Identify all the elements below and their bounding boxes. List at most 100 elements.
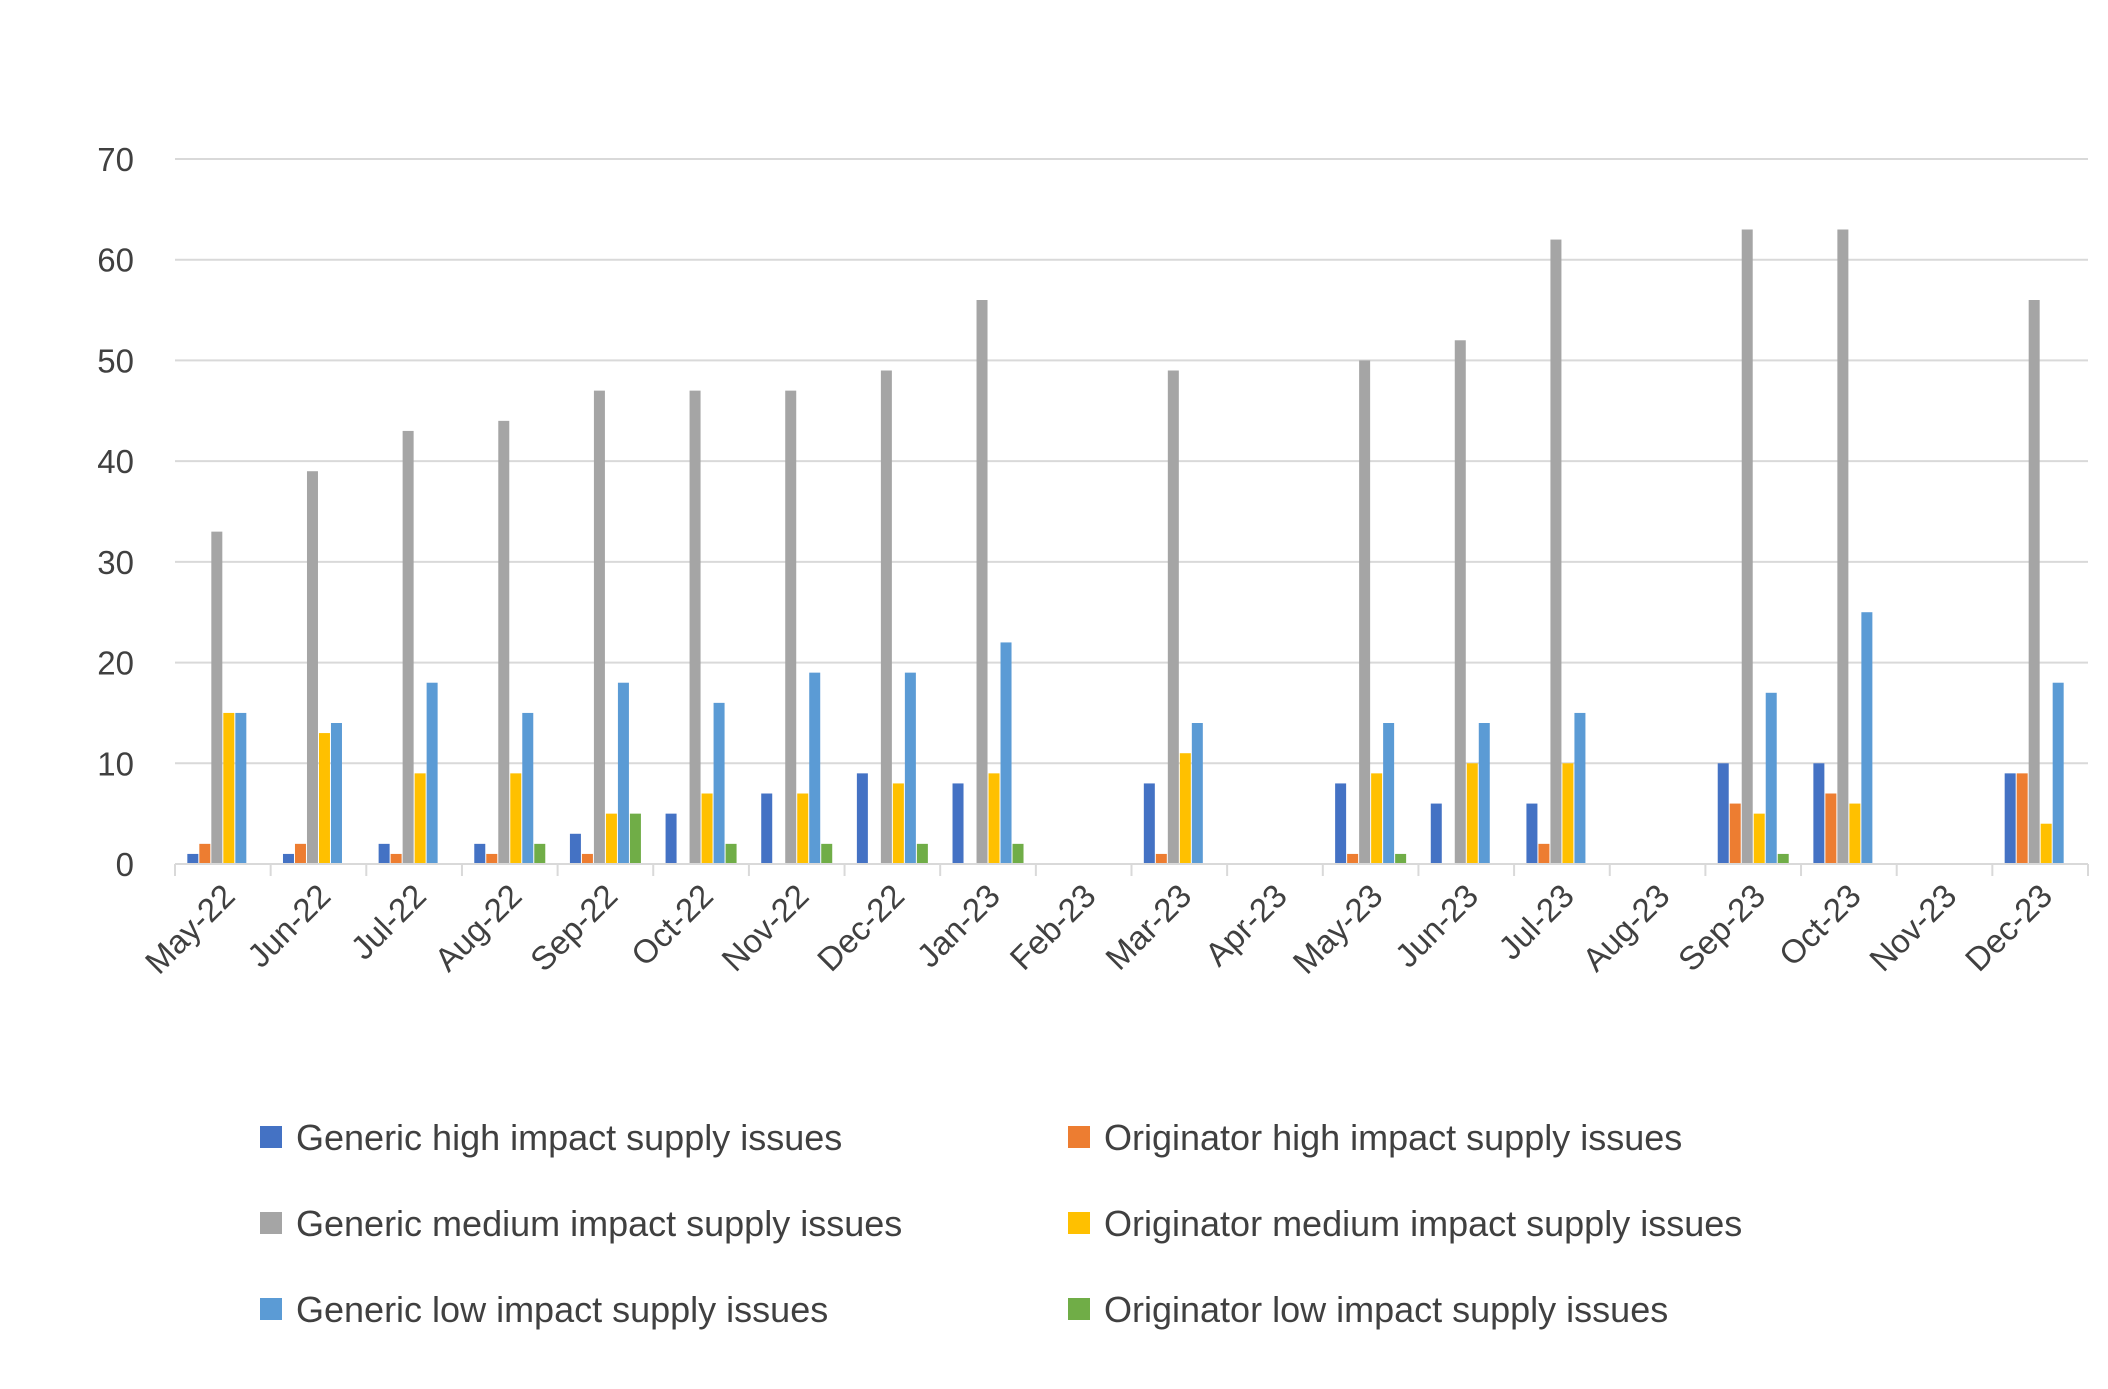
legend-label: Originator medium impact supply issues (1104, 1203, 1742, 1244)
y-tick-label: 70 (97, 141, 134, 178)
bar (1765, 692, 1777, 864)
bar (892, 783, 904, 864)
bar (725, 843, 737, 864)
y-tick-label: 20 (97, 645, 134, 682)
bar (1741, 229, 1753, 864)
x-tick-label: Nov-23 (1862, 877, 1963, 978)
bar (498, 420, 510, 864)
y-axis-tick-labels: 0 10 20 30 40 50 60 70 (97, 141, 134, 883)
bar (510, 773, 522, 864)
legend-swatch (1068, 1126, 1090, 1148)
x-tick-label: Sep-22 (523, 877, 624, 978)
x-tick-label: Aug-23 (1575, 877, 1676, 978)
bar (629, 813, 641, 864)
x-tick-label: Nov-22 (714, 877, 815, 978)
x-tick-label: Dec-23 (1958, 877, 2059, 978)
bar (1861, 612, 1873, 864)
bar (1729, 803, 1741, 864)
legend-swatch (260, 1212, 282, 1234)
bar (665, 813, 677, 864)
bar (211, 531, 223, 864)
bar (1359, 360, 1371, 864)
legend-swatch (1068, 1298, 1090, 1320)
legend-swatch (1068, 1212, 1090, 1234)
bar (318, 733, 330, 864)
bar (1813, 763, 1825, 864)
bar (2016, 773, 2028, 864)
bar (2040, 823, 2052, 864)
legend-label: Generic medium impact supply issues (296, 1203, 902, 1244)
x-tick-label: Jun-22 (240, 877, 338, 975)
bar (605, 813, 617, 864)
bar (474, 843, 486, 864)
y-tick-label: 10 (97, 745, 134, 782)
bar (1466, 763, 1478, 864)
bar (797, 793, 809, 864)
bar (1383, 723, 1395, 864)
bar (1191, 723, 1203, 864)
bar (1395, 853, 1407, 864)
bar (235, 712, 247, 864)
bar (199, 843, 211, 864)
bar (856, 773, 868, 864)
bar (1753, 813, 1765, 864)
bar (402, 430, 414, 864)
y-tick-label: 60 (97, 242, 134, 279)
bar (1143, 783, 1155, 864)
x-tick-label: Mar-23 (1098, 877, 1198, 977)
bar (569, 833, 581, 864)
bar (1849, 803, 1861, 864)
bar (2052, 682, 2064, 864)
bar (1837, 229, 1849, 864)
bar (390, 853, 402, 864)
bar (1000, 642, 1012, 864)
x-tick-label: Apr-23 (1198, 877, 1294, 973)
bar (1179, 753, 1191, 864)
x-tick-label: Sep-23 (1671, 877, 1772, 978)
bar (1562, 763, 1574, 864)
bar (952, 783, 964, 864)
bar (1478, 723, 1490, 864)
bar (1574, 712, 1586, 864)
bar (223, 712, 235, 864)
legend-swatch (260, 1298, 282, 1320)
bar (414, 773, 426, 864)
bar (1347, 853, 1359, 864)
bar (1155, 853, 1167, 864)
bar (1430, 803, 1442, 864)
bar (1167, 370, 1179, 864)
bar (330, 723, 342, 864)
x-tick-label: Jan-23 (909, 877, 1007, 975)
bar (617, 682, 629, 864)
bar (1825, 793, 1837, 864)
y-tick-label: 50 (97, 342, 134, 379)
legend-label: Generic low impact supply issues (296, 1289, 828, 1330)
bar (976, 300, 988, 864)
bar (593, 390, 605, 864)
x-tick-label: May-23 (1286, 877, 1390, 981)
legend: Generic high impact supply issues Origina… (260, 1117, 1742, 1330)
legend-label: Originator high impact supply issues (1104, 1117, 1682, 1158)
bar (522, 712, 534, 864)
bar (378, 843, 390, 864)
bar (282, 853, 294, 864)
bar (1550, 239, 1562, 865)
x-tick-label: Dec-22 (810, 877, 911, 978)
bar (689, 390, 701, 864)
bar (426, 682, 438, 864)
bar (1526, 803, 1538, 864)
x-tick-label: Jun-23 (1388, 877, 1486, 975)
bar (904, 672, 916, 864)
legend-swatch (260, 1126, 282, 1148)
bar (1371, 773, 1383, 864)
bar (2028, 300, 2040, 864)
bar (916, 843, 928, 864)
bar (1777, 853, 1789, 864)
x-axis (174, 863, 2089, 876)
bar (1012, 843, 1024, 864)
bar (1538, 843, 1550, 864)
bar (988, 773, 1000, 864)
